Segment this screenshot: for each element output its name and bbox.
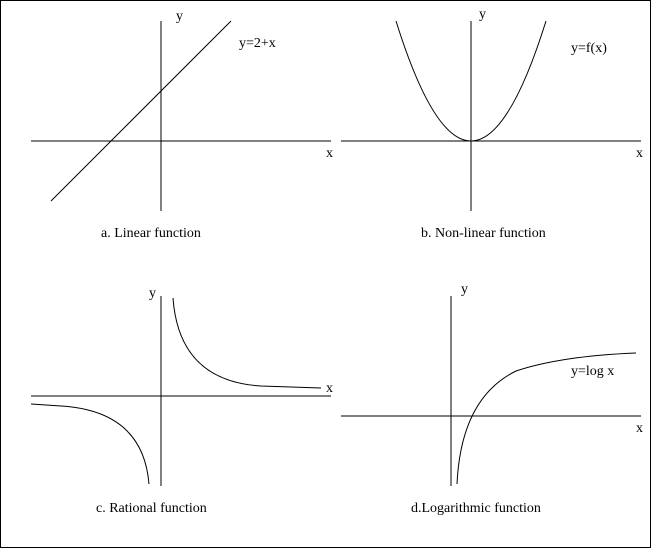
- axis-label-y-a: y: [176, 9, 183, 25]
- caption-b: b. Non-linear function: [421, 226, 546, 242]
- plot-log: [341, 286, 641, 486]
- caption-a: a. Linear function: [101, 226, 201, 242]
- panel-nonlinear: y x y=f(x): [341, 11, 641, 231]
- equation-label-b: y=f(x): [571, 41, 607, 57]
- caption-c: c. Rational function: [96, 501, 207, 517]
- axis-label-y-c: y: [149, 286, 156, 302]
- axis-label-x-c: x: [326, 381, 333, 397]
- panel-linear: y x y=2+x: [31, 11, 331, 231]
- axis-label-y-b: y: [479, 7, 486, 23]
- equation-label-d: y=log x: [571, 364, 614, 380]
- axis-label-x-d: x: [636, 421, 643, 437]
- panel-rational: y x: [31, 286, 331, 506]
- axis-label-y-d: y: [461, 282, 468, 298]
- panel-log: y x y=log x: [341, 286, 641, 506]
- figure-frame: y x y=2+x a. Linear function y x y=f(x) …: [0, 0, 651, 548]
- caption-d: d.Logarithmic function: [411, 501, 541, 517]
- axis-label-x-b: x: [636, 146, 643, 162]
- axis-label-x-a: x: [326, 146, 333, 162]
- equation-label-a: y=2+x: [239, 36, 276, 52]
- plot-rational: [31, 286, 331, 486]
- plot-linear: [31, 11, 331, 211]
